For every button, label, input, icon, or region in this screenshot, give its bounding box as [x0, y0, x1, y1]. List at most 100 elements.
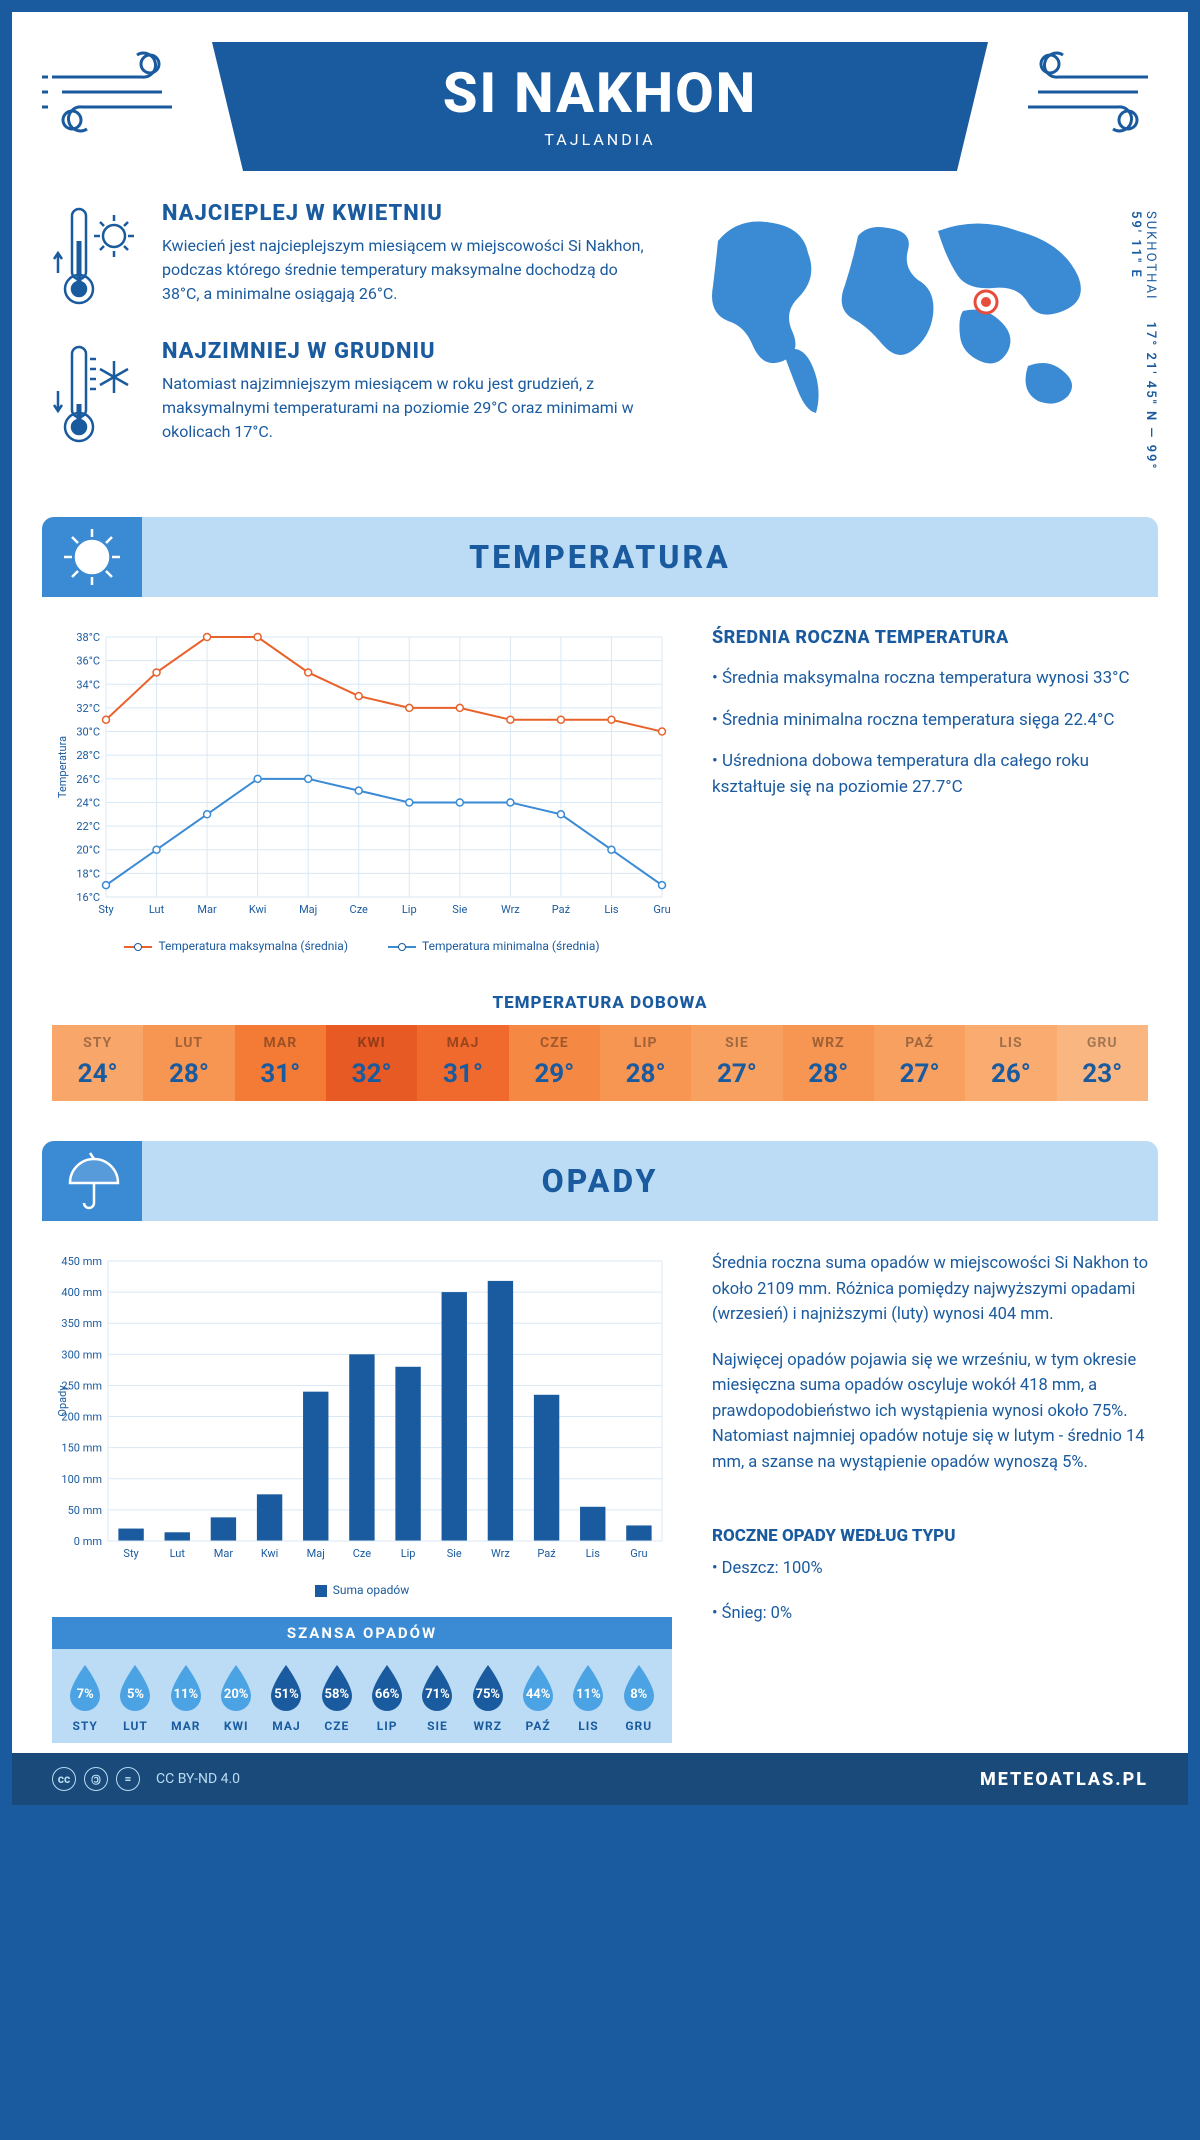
svg-text:350 mm: 350 mm: [61, 1317, 102, 1330]
by-icon: 🄯: [84, 1767, 108, 1791]
rain-legend: Suma opadów: [52, 1583, 672, 1597]
svg-text:Kwi: Kwi: [249, 903, 267, 916]
coldest-desc: Natomiast najzimniejszym miesiącem w rok…: [162, 372, 658, 444]
heat-cell: LUT28°: [143, 1025, 234, 1101]
temperature-legend: Temperatura maksymalna (średnia) Tempera…: [52, 939, 672, 953]
hottest-text: NAJCIEPLEJ W KWIETNIU Kwiecień jest najc…: [162, 201, 658, 311]
svg-text:0 mm: 0 mm: [74, 1535, 102, 1548]
daily-temp-title: TEMPERATURA DOBOWA: [12, 993, 1188, 1013]
coldest-block: NAJZIMNIEJ W GRUDNIU Natomiast najzimnie…: [52, 339, 658, 449]
rain-body: 0 mm50 mm100 mm150 mm200 mm250 mm300 mm3…: [12, 1221, 1188, 1753]
svg-text:100 mm: 100 mm: [61, 1473, 102, 1486]
svg-text:Paź: Paź: [552, 903, 571, 916]
nd-icon: =: [116, 1767, 140, 1791]
umbrella-icon: [42, 1141, 142, 1221]
brand-label: METEOATLAS.PL: [980, 1769, 1148, 1790]
page: SI NAKHON TAJLANDIA: [12, 12, 1188, 1805]
rain-chance-cell: 11% LIS: [563, 1663, 613, 1733]
heat-cell: STY24°: [52, 1025, 143, 1101]
svg-text:Lis: Lis: [604, 903, 619, 916]
temp-bullet-2: • Uśredniona dobowa temperatura dla całe…: [712, 749, 1148, 800]
svg-text:36°C: 36°C: [76, 655, 100, 668]
coldest-text: NAJZIMNIEJ W GRUDNIU Natomiast najzimnie…: [162, 339, 658, 449]
heat-cell: KWI32°: [326, 1025, 417, 1101]
rain-type-0: • Deszcz: 100%: [712, 1556, 1148, 1582]
rain-chance-cell: 66% LIP: [362, 1663, 412, 1733]
svg-text:400 mm: 400 mm: [61, 1286, 102, 1299]
rain-chance-cell: 11% MAR: [161, 1663, 211, 1733]
svg-text:Kwi: Kwi: [261, 1547, 279, 1560]
svg-text:50 mm: 50 mm: [68, 1504, 102, 1517]
rain-chance-cell: 5% LUT: [110, 1663, 160, 1733]
rain-chart: 0 mm50 mm100 mm150 mm200 mm250 mm300 mm3…: [52, 1251, 672, 1743]
rain-section-header: OPADY: [42, 1141, 1158, 1221]
svg-text:22°C: 22°C: [76, 820, 100, 833]
rain-para-2: Najwięcej opadów pojawia się we wrześniu…: [712, 1348, 1148, 1476]
intro-section: NAJCIEPLEJ W KWIETNIU Kwiecień jest najc…: [12, 181, 1188, 507]
svg-text:Sty: Sty: [98, 903, 114, 916]
svg-text:Mar: Mar: [214, 1547, 234, 1560]
thermometer-cold-icon: [52, 339, 142, 449]
svg-text:24°C: 24°C: [76, 796, 100, 809]
map-marker-icon: [973, 289, 999, 315]
svg-text:18°C: 18°C: [76, 867, 100, 880]
hottest-block: NAJCIEPLEJ W KWIETNIU Kwiecień jest najc…: [52, 201, 658, 311]
svg-text:Paź: Paź: [537, 1547, 556, 1560]
rain-chance-cell: 71% SIE: [412, 1663, 462, 1733]
cc-icon: cc: [52, 1767, 76, 1791]
rain-chance-cell: 58% CZE: [312, 1663, 362, 1733]
map-column: SUKHOTHAI 17° 21' 45" N — 99° 59' 11" E: [688, 201, 1148, 477]
rain-title: OPADY: [142, 1162, 1158, 1200]
intro-text-column: NAJCIEPLEJ W KWIETNIU Kwiecień jest najc…: [52, 201, 658, 477]
temperature-title: TEMPERATURA: [142, 538, 1158, 576]
rain-chance-cell: 44% PAŹ: [513, 1663, 563, 1733]
heat-cell: GRU23°: [1057, 1025, 1148, 1101]
rain-chance-cell: 20% KWI: [211, 1663, 261, 1733]
legend-rain-sum: Suma opadów: [315, 1583, 410, 1597]
svg-text:Cze: Cze: [350, 903, 369, 916]
heat-cell: WRZ28°: [783, 1025, 874, 1101]
svg-text:150 mm: 150 mm: [61, 1442, 102, 1455]
svg-text:Sie: Sie: [452, 903, 467, 916]
temp-bullet-0: • Średnia maksymalna roczna temperatura …: [712, 666, 1148, 692]
temperature-body: 16°C18°C20°C22°C24°C26°C28°C30°C32°C34°C…: [12, 597, 1188, 983]
svg-text:Wrz: Wrz: [501, 903, 520, 916]
hottest-desc: Kwiecień jest najcieplejszym miesiącem w…: [162, 234, 658, 306]
world-map-icon: [688, 201, 1108, 421]
rain-type-title: ROCZNE OPADY WEDŁUG TYPU: [712, 1526, 1148, 1546]
svg-text:450 mm: 450 mm: [61, 1255, 102, 1268]
svg-text:Maj: Maj: [307, 1547, 325, 1560]
temperature-section-header: TEMPERATURA: [42, 517, 1158, 597]
svg-text:300 mm: 300 mm: [61, 1348, 102, 1361]
svg-text:Mar: Mar: [197, 903, 217, 916]
svg-text:Maj: Maj: [299, 903, 317, 916]
heat-cell: CZE29°: [509, 1025, 600, 1101]
thermometer-hot-icon: [52, 201, 142, 311]
heat-cell: LIS26°: [965, 1025, 1056, 1101]
temperature-chart: 16°C18°C20°C22°C24°C26°C28°C30°C32°C34°C…: [52, 627, 672, 953]
wind-icon-right: [1018, 42, 1158, 142]
rain-chance-cell: 8% GRU: [614, 1663, 664, 1733]
svg-text:Lut: Lut: [149, 903, 165, 916]
rain-chance-title: SZANSA OPADÓW: [52, 1617, 672, 1649]
svg-text:Opady: Opady: [56, 1385, 69, 1417]
rain-chance-grid: 7% STY 5% LUT 11% MAR 20% KWI 51% MAJ: [52, 1649, 672, 1743]
avg-temp-title: ŚREDNIA ROCZNA TEMPERATURA: [712, 627, 1148, 648]
rain-chance-cell: 75% WRZ: [463, 1663, 513, 1733]
svg-text:26°C: 26°C: [76, 773, 100, 786]
title-banner: SI NAKHON TAJLANDIA: [212, 42, 988, 171]
svg-text:Lut: Lut: [170, 1547, 186, 1560]
coordinates-label: SUKHOTHAI 17° 21' 45" N — 99° 59' 11" E: [1128, 211, 1158, 477]
svg-text:Temperatura: Temperatura: [56, 736, 69, 798]
legend-max: Temperatura maksymalna (średnia): [124, 939, 348, 953]
temperature-summary: ŚREDNIA ROCZNA TEMPERATURA • Średnia mak…: [712, 627, 1148, 953]
wind-icon-left: [42, 42, 182, 142]
sun-icon: [42, 517, 142, 597]
svg-text:28°C: 28°C: [76, 749, 100, 762]
footer: cc 🄯 = CC BY-ND 4.0 METEOATLAS.PL: [12, 1753, 1188, 1805]
hottest-title: NAJCIEPLEJ W KWIETNIU: [162, 201, 658, 226]
license-block: cc 🄯 = CC BY-ND 4.0: [52, 1767, 240, 1791]
svg-text:Sty: Sty: [123, 1547, 139, 1560]
header: SI NAKHON TAJLANDIA: [12, 12, 1188, 181]
heat-cell: LIP28°: [600, 1025, 691, 1101]
